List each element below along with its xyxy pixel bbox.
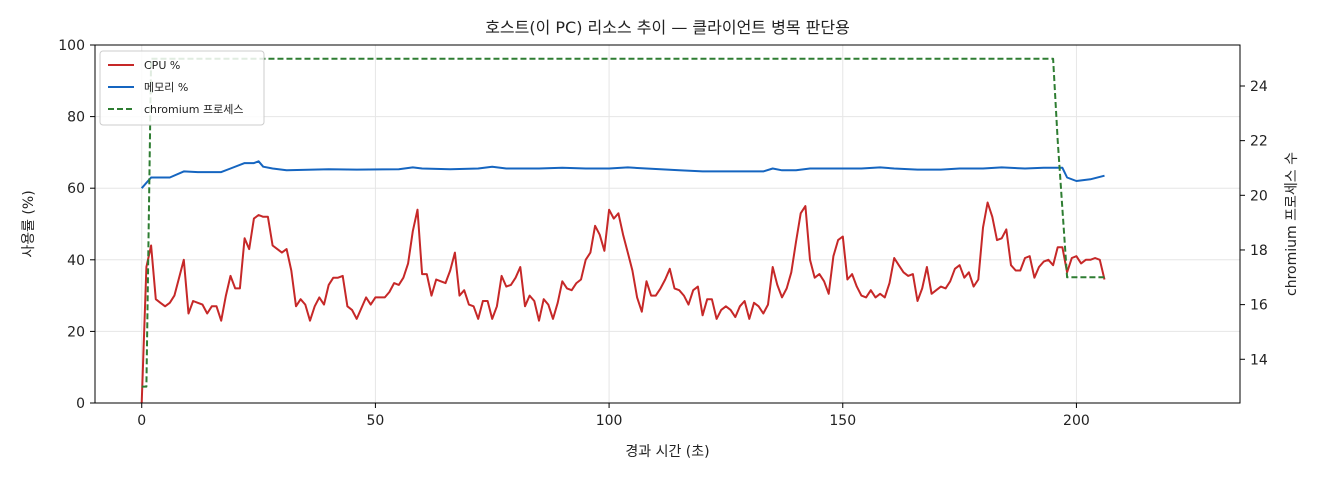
x-tick-label: 50 [366,413,384,429]
series-line [141,57,1105,388]
series-line [140,160,1105,189]
y-tick-label: 40 [67,253,85,269]
series-line [140,201,1106,404]
y-tick-label: 60 [67,181,85,197]
y2-tick-label: 14 [1250,352,1268,368]
legend: CPU % 메모리 % chromium 프로세스 [99,50,265,126]
y-tick-label: 0 [76,396,85,412]
x-axis-label: 경과 시간 (초) [625,444,709,460]
x-tick-label: 0 [137,413,146,429]
y-tick-label: 20 [67,324,85,340]
x-tick-label: 200 [1063,413,1090,429]
y2-tick-label: 20 [1250,188,1268,204]
x-tick-label: 100 [596,413,623,429]
y-tick-label: 80 [67,110,85,126]
ticks-layer: 0 50 100 150 200 0 20 40 60 80 100 14 16 18 20 22 24 [58,38,1268,429]
series-layer [140,57,1106,404]
y-axis-label: 사용률 (%) [21,190,37,257]
y2-tick-label: 22 [1250,134,1268,150]
y-tick-label: 100 [58,38,85,54]
y2-tick-label: 16 [1250,298,1268,314]
x-tick-label: 150 [829,413,856,429]
y2-tick-label: 24 [1250,79,1268,95]
legend-label: 메모리 % [144,81,188,94]
plot-frame [94,44,1241,404]
y2-tick-label: 18 [1250,243,1268,259]
grid-layer [95,44,1240,404]
legend-label: CPU % [144,59,180,72]
y2-axis-label: chromium 프로세스 수 [1284,152,1300,296]
chart-title: 호스트(이 PC) 리소스 추이 — 클라이언트 병목 판단용 [485,18,850,37]
legend-label: chromium 프로세스 [144,103,243,116]
legend-box [99,50,265,126]
